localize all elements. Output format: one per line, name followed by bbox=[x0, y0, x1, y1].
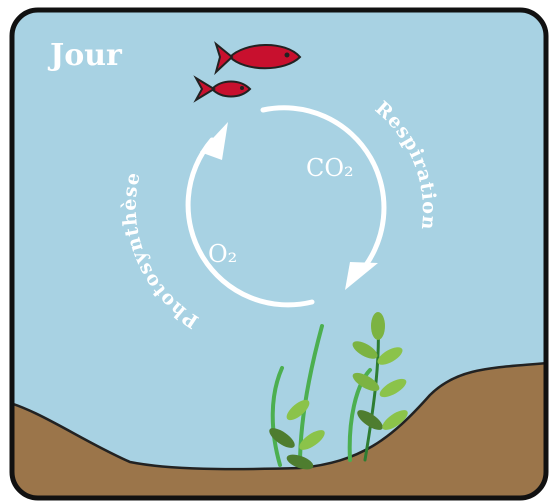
gas-bottom: O₂ bbox=[208, 240, 237, 268]
scene bbox=[0, 0, 558, 504]
gas-top: CO₂ bbox=[306, 154, 354, 182]
title: Jour bbox=[47, 38, 123, 73]
diagram: Jour Photosynthèse Respiration CO₂ O₂ bbox=[0, 0, 558, 504]
